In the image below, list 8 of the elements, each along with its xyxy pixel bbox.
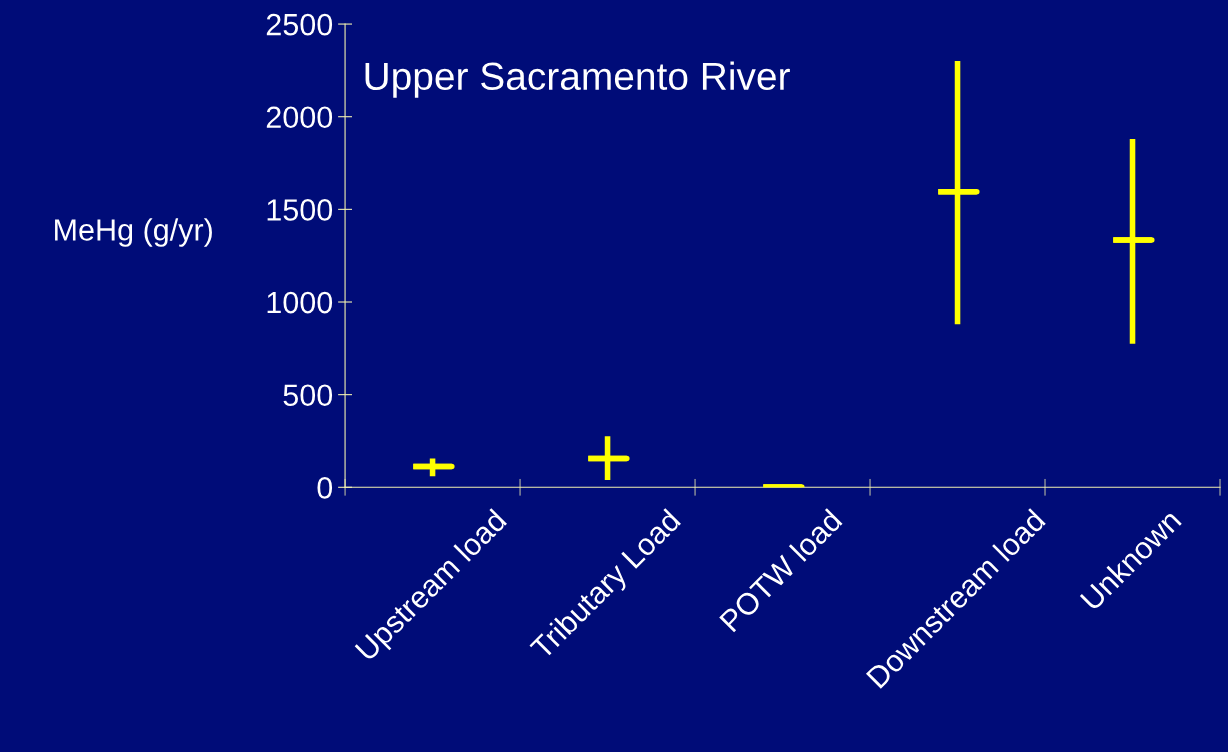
y-axis-title: MeHg (g/yr) [55,218,212,247]
y-tick-label: 2000 [266,106,333,129]
y-tick-label: 2500 [266,13,333,36]
y-tick-label: 1500 [267,199,333,221]
y-tick-label: 0 [317,477,333,499]
y-tick-label: 1000 [267,291,333,314]
y-tick-label: 500 [283,384,333,407]
text: Upper Sacramento River [365,61,790,98]
